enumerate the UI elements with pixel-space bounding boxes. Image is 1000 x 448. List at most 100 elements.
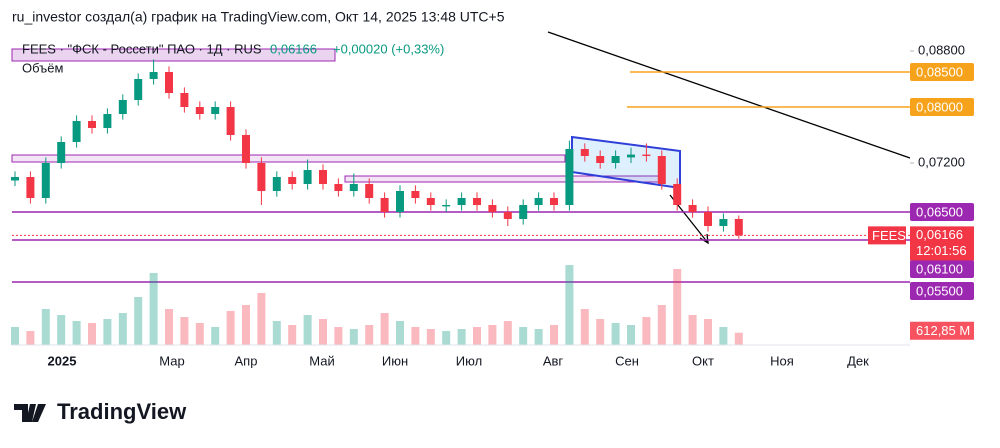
- x-tick-label: 2025: [48, 353, 77, 368]
- symbol: FEES · "ФСК - Россети" ПАО · 1Д · RUS: [22, 41, 262, 56]
- x-tick-label: Апр: [235, 353, 258, 368]
- candle-body: [195, 107, 204, 114]
- volume-bar: [457, 329, 466, 345]
- zone: [11, 48, 336, 62]
- volume-bar: [580, 309, 589, 345]
- candle-body: [719, 219, 728, 226]
- volume-bar: [103, 319, 112, 345]
- volume-bar: [642, 317, 651, 345]
- candle-body: [272, 177, 281, 191]
- candle-body: [411, 191, 420, 198]
- candle-body: [41, 163, 50, 198]
- candle-body: [550, 198, 558, 205]
- candle-body: [688, 205, 697, 212]
- credit: ru_investor создал(а) график на TradingV…: [12, 9, 505, 25]
- candle-body: [180, 93, 189, 107]
- volume-bar: [426, 329, 435, 345]
- candle-body: [103, 114, 112, 128]
- volume-bar: [88, 323, 96, 345]
- volume-bar: [534, 329, 543, 345]
- volume-bar: [380, 313, 389, 345]
- candle-body: [165, 72, 173, 93]
- symbol-badge: [868, 226, 906, 245]
- candle-body: [11, 177, 19, 181]
- volume-bar: [26, 331, 35, 345]
- volume-badge: [910, 321, 974, 340]
- volume-bar: [11, 327, 19, 345]
- x-tick-label: Дек: [847, 353, 869, 368]
- volume-bar: [473, 327, 481, 345]
- volume-bar: [596, 319, 605, 345]
- volume-badge-text: 612,85 M: [916, 323, 970, 338]
- plot-bg: [12, 30, 910, 345]
- volume-bar: [719, 327, 728, 345]
- candle-body: [72, 121, 81, 142]
- candle-body: [673, 184, 682, 205]
- change: +0,00020 (+0,33%): [333, 41, 444, 56]
- y-tick-label: 0,07200: [918, 154, 965, 169]
- candle-body: [734, 219, 743, 236]
- volume-bar: [565, 265, 574, 345]
- volume-bar: [288, 325, 297, 345]
- volume-bar: [242, 305, 250, 345]
- x-tick-label: Июн: [382, 353, 408, 368]
- level-badge: [910, 260, 974, 278]
- volume-bar: [257, 293, 266, 345]
- candle-body: [534, 198, 543, 205]
- candle-body: [565, 149, 574, 205]
- volume-bar: [180, 317, 189, 345]
- candle-body: [349, 184, 358, 191]
- volume-bar: [211, 327, 220, 345]
- candle-body: [473, 198, 481, 205]
- volume-bar: [411, 327, 420, 345]
- level-label: 0,08500: [916, 64, 963, 79]
- candle-body: [380, 198, 389, 212]
- level-label: 0,05500: [916, 283, 963, 298]
- candle-body: [319, 170, 327, 184]
- candle-body: [503, 212, 512, 219]
- level-label: 0,06500: [916, 204, 963, 219]
- volume-bar: [149, 273, 158, 345]
- candle-body: [88, 121, 96, 128]
- y-tick-label: 0,08800: [918, 42, 965, 57]
- volume-bar: [134, 297, 143, 345]
- candle-body: [257, 163, 266, 191]
- countdown: 12:01:56: [916, 243, 967, 258]
- volume-bar: [673, 269, 682, 345]
- x-tick-label: Май: [309, 353, 334, 368]
- volume-bar: [41, 309, 50, 345]
- symbol-badge-text: FEES: [872, 228, 906, 243]
- candle-body: [26, 177, 35, 198]
- volume-bar: [118, 313, 127, 345]
- level-badge: [910, 203, 974, 221]
- volume-bar: [442, 331, 451, 345]
- volume-bar: [734, 332, 743, 345]
- candle-body: [57, 142, 66, 163]
- candle-body: [642, 154, 651, 156]
- volume-title: Объём: [22, 60, 63, 75]
- candle-body: [596, 156, 605, 163]
- candle-body: [519, 205, 528, 219]
- candle-body: [303, 170, 312, 184]
- level-badge: [910, 63, 974, 81]
- level-badge: [910, 98, 974, 116]
- x-tick-label: Окт: [692, 353, 714, 368]
- volume-bar: [688, 315, 697, 345]
- candle-body: [442, 205, 451, 207]
- volume-bar: [165, 309, 173, 345]
- marks: [11, 59, 910, 345]
- candle-body: [288, 177, 297, 184]
- candle-body: [611, 156, 620, 163]
- volume-bar: [226, 311, 235, 345]
- trend-line: [547, 31, 911, 159]
- candle-body: [627, 154, 635, 158]
- volume-bar: [396, 321, 404, 345]
- price-badge-text: 0,06166: [916, 227, 963, 242]
- volume-bar: [365, 325, 374, 345]
- x-tick-label: Мар: [159, 353, 184, 368]
- volume-bar: [550, 325, 558, 345]
- candle-body: [118, 100, 127, 114]
- candle-body: [426, 198, 435, 205]
- volume-bar: [611, 323, 620, 345]
